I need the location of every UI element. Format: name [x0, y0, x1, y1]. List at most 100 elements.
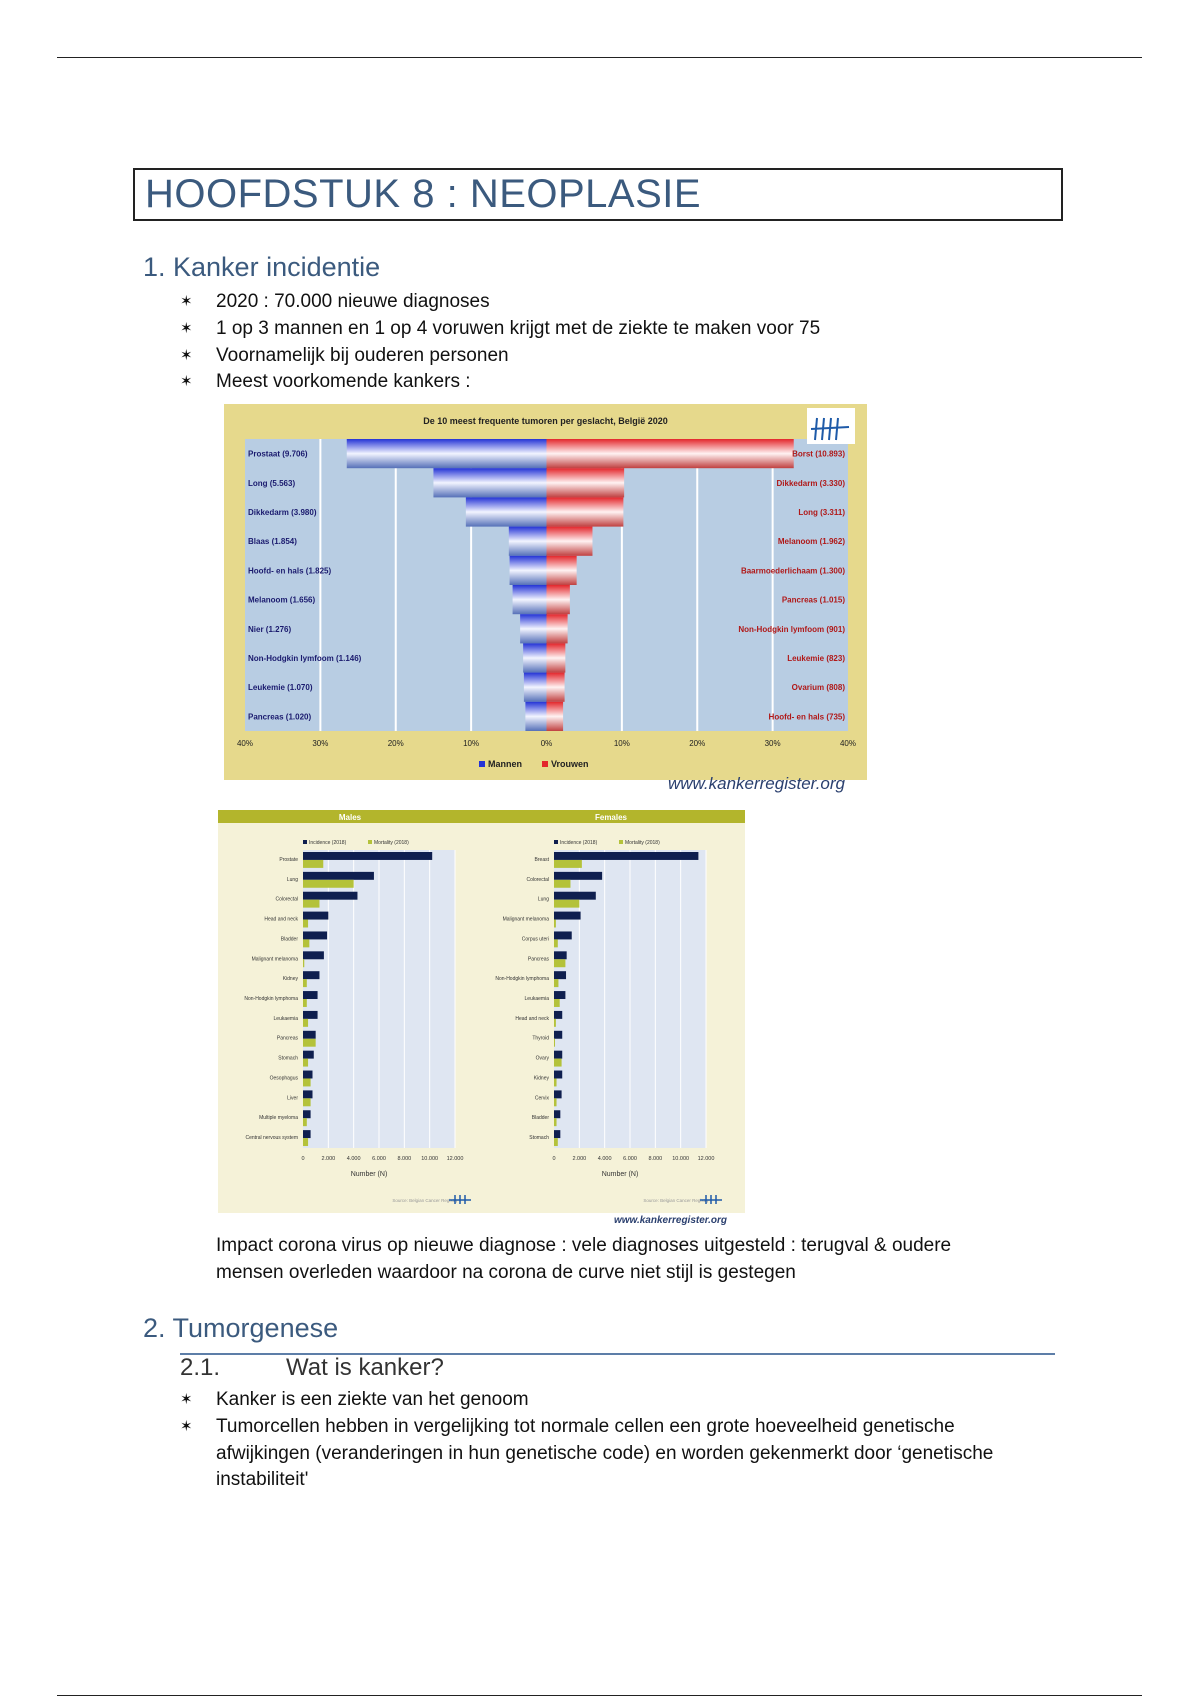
bar-incidence [554, 1030, 563, 1039]
bar-incidence [303, 1090, 313, 1099]
bar-mortality [554, 1018, 556, 1027]
x-tick-label: 8.000 [648, 1156, 662, 1162]
category-label: Colorectal [275, 897, 298, 903]
bar-incidence [303, 1070, 313, 1079]
bar-incidence [303, 852, 433, 860]
bar-mortality [303, 1078, 311, 1087]
x-tick-label: 20% [388, 739, 404, 748]
bar-mortality [303, 899, 320, 908]
bar-mannen [512, 585, 547, 615]
legend-swatch-incidence [554, 840, 558, 844]
bar-label-vrouwen: Leukemie (823) [787, 654, 845, 663]
bar-mortality [303, 939, 310, 948]
bar-vrouwen [546, 497, 624, 527]
bar-incidence [303, 951, 324, 960]
chart-title: De 10 meest frequente tumoren per geslac… [423, 416, 668, 426]
bar-incidence [554, 852, 699, 860]
asterisk-icon: ✶ [180, 1418, 193, 1435]
x-tick-label: 20% [689, 739, 705, 748]
bar-label-vrouwen: Dikkedarm (3.330) [777, 479, 846, 488]
bar-mortality [554, 919, 556, 928]
bar-mortality [303, 859, 324, 868]
chapter-title-box: HOOFDSTUK 8 : NEOPLASIE [133, 168, 1063, 221]
x-tick-label: 40% [237, 739, 253, 748]
legend-swatch-mortality [368, 840, 372, 844]
x-tick-label: 2.000 [572, 1156, 586, 1162]
bar-mortality [554, 1058, 562, 1067]
category-label: Head and neck [515, 1016, 549, 1022]
bar-mortality [303, 1138, 309, 1147]
x-tick-label: 6.000 [623, 1156, 637, 1162]
category-label: Bladder [281, 936, 299, 942]
bar-vrouwen [546, 672, 565, 702]
bar-label-mannen: Leukemie (1.070) [248, 683, 313, 692]
legend-label-mannen: Mannen [488, 759, 522, 769]
bar-vrouwen [546, 439, 794, 469]
bar-incidence [303, 871, 374, 880]
bar-incidence [303, 1010, 318, 1019]
x-tick-label: 30% [765, 739, 781, 748]
bar-mannen [523, 672, 547, 702]
category-label: Colorectal [526, 877, 549, 883]
category-label: Lung [538, 897, 549, 903]
category-label: Pancreas [277, 1036, 299, 1042]
category-label: Leukaemia [525, 996, 550, 1002]
bar-label-mannen: Blaas (1.854) [248, 537, 297, 546]
bar-mortality [554, 979, 559, 988]
category-label: Stomach [529, 1135, 549, 1141]
bar-mortality [303, 979, 307, 988]
source-note: Source: Belgian Cancer Registry [392, 1198, 458, 1203]
bar-mortality [303, 879, 354, 888]
bar-mortality [303, 1018, 309, 1027]
bar-incidence [554, 1110, 561, 1119]
x-tick-label: 40% [840, 739, 856, 748]
section-heading-1: 1. Kanker incidentie [143, 252, 381, 282]
bar-label-mannen: Melanoom (1.656) [248, 596, 315, 605]
bar-mortality [303, 919, 309, 928]
bar-mortality [554, 999, 560, 1007]
category-label: Malignant melanoma [252, 956, 299, 962]
bar-label-vrouwen: Long (3.311) [798, 508, 845, 517]
registry-logo [449, 1195, 471, 1204]
x-axis-label: Number (N) [351, 1171, 388, 1178]
figure2-caption: www.kankerregister.org [614, 1215, 728, 1226]
bar-label-vrouwen: Melanoom (1.962) [778, 537, 845, 546]
paragraph-line: mensen overleden waardoor na corona de c… [216, 1262, 796, 1283]
bar-mannen [433, 468, 547, 498]
asterisk-icon: ✶ [180, 293, 193, 310]
asterisk-icon: ✶ [180, 347, 193, 364]
registry-logo-mark [835, 417, 839, 441]
bar-mortality [554, 1078, 557, 1087]
bar-label-mannen: Long (5.563) [248, 479, 295, 488]
bar-label-mannen: Hoofd- en hals (1.825) [248, 566, 331, 575]
bar-label-vrouwen: Baarmoederlichaam (1.300) [741, 566, 845, 575]
bar-incidence [303, 1050, 314, 1059]
bar-vrouwen [546, 701, 564, 731]
category-label: Non-Hodgkin lymphoma [244, 996, 298, 1002]
bar-incidence [554, 951, 567, 960]
corona-paragraph: Impact corona virus op nieuwe diagnose :… [216, 1232, 1036, 1286]
bar-mannen [509, 555, 547, 585]
category-label: Stomach [278, 1056, 298, 1062]
bar-incidence [303, 1110, 311, 1119]
category-label: Bladder [532, 1115, 550, 1121]
category-label: Leukaemia [274, 1016, 299, 1022]
legend-label-vrouwen: Vrouwen [551, 759, 589, 769]
bar-incidence [303, 1030, 316, 1039]
paragraph-line: Impact corona virus op nieuwe diagnose :… [216, 1235, 952, 1256]
x-tick-label: 0% [541, 739, 553, 748]
category-label: Kidney [283, 976, 299, 982]
category-label: Lung [287, 877, 298, 883]
bar-incidence [554, 1070, 563, 1079]
bar-incidence [554, 911, 581, 920]
category-label: Cervix [535, 1095, 550, 1101]
asterisk-icon: ✶ [180, 373, 193, 390]
x-tick-label: 10% [463, 739, 479, 748]
bar-mortality [303, 959, 305, 968]
source-note: Source: Belgian Cancer Registry [643, 1198, 709, 1203]
chapter-title: HOOFDSTUK 8 : NEOPLASIE [145, 172, 702, 216]
bar-vrouwen [546, 555, 577, 585]
bar-mortality [554, 939, 558, 948]
bar-mortality [554, 959, 566, 968]
tumor-pyramid-chart: De 10 meest frequente tumoren per geslac… [224, 404, 867, 780]
